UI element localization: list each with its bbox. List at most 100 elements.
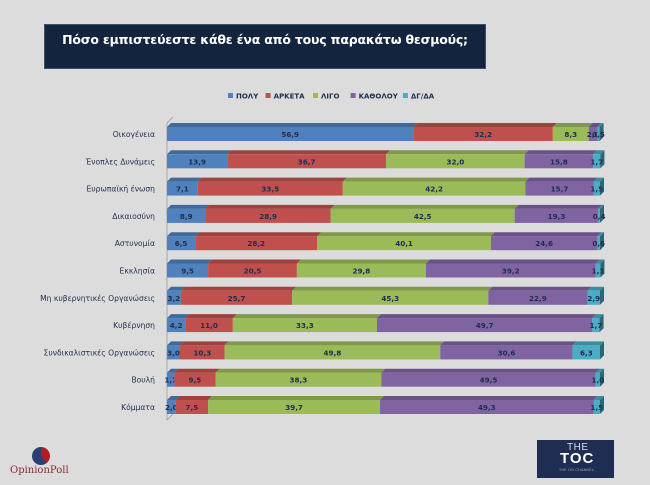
bar-segment: 4,2 xyxy=(167,314,190,333)
data-label: 45,3 xyxy=(381,294,399,303)
bar-segment-top xyxy=(593,150,605,155)
data-label: 1,0 xyxy=(591,376,604,385)
data-label: 0,6 xyxy=(592,239,605,248)
bar-segment-top xyxy=(592,314,604,319)
bar-segment-front xyxy=(597,236,600,251)
bar-segment-top xyxy=(208,396,385,400)
bar-segment: 22,9 xyxy=(488,286,592,305)
bar-segment-top xyxy=(167,286,185,291)
bar-segment-front xyxy=(317,236,491,251)
bar-segment: 24,6 xyxy=(490,232,602,251)
bar-segment: 1,7 xyxy=(590,150,605,169)
category-label: Εκκλησία xyxy=(120,267,155,276)
bar-segment: 15,7 xyxy=(525,177,598,196)
bar-segment-top xyxy=(167,177,202,182)
bar-segment-side xyxy=(599,314,604,333)
data-label: 8,9 xyxy=(180,212,193,221)
bar-segment-top xyxy=(167,232,200,237)
bar-row: 1,7 9,5 38,3 49,5 1,0 xyxy=(164,368,604,387)
the-toc-logo-subtitle: THE ON CHANNEL xyxy=(559,468,595,472)
bar-segment: 33,5 xyxy=(197,177,347,196)
opinion-poll-logo: OpinionPoll xyxy=(10,447,70,483)
bar-segment-side xyxy=(600,341,604,360)
bar-segment-top xyxy=(317,232,495,237)
bar-row: 7,1 33,5 42,2 15,7 1,5 xyxy=(167,177,604,196)
category-labels: Οικογένεια Ένοπλες Δυνάμεις Ευρωπαϊκή ένωσ… xyxy=(40,130,155,412)
bar-segment: 36,7 xyxy=(227,150,391,169)
bar-row: 2,0 7,5 39,7 49,3 1,5 xyxy=(165,396,604,414)
bar-segment-front xyxy=(167,372,175,387)
bar-row: 9,5 20,5 29,8 39,2 1,1 xyxy=(167,259,605,278)
data-label: 28,9 xyxy=(259,212,277,221)
bar-segment: 15,8 xyxy=(524,150,598,169)
bar-segment-top xyxy=(488,286,592,291)
bar-segment: 1,5 xyxy=(590,177,604,196)
category-label: Συνδικαλιστικές Οργανώσεις xyxy=(44,348,155,357)
bar-segment: 28,9 xyxy=(205,204,335,223)
bar-segment-front xyxy=(514,208,599,223)
bar-segment: 2,0 xyxy=(165,396,180,414)
legend-swatch xyxy=(313,93,318,98)
bar-segment-front xyxy=(167,263,209,278)
the-toc-logo-toc: TOC xyxy=(560,450,595,467)
bar-segment-front xyxy=(488,290,588,305)
category-label: Κυβέρνηση xyxy=(113,321,155,330)
bar-segment-front xyxy=(296,263,426,278)
bar-row: 4,2 11,0 33,3 49,7 1,7 xyxy=(167,314,604,333)
bar-segment-top xyxy=(593,177,604,182)
bar-segment-front xyxy=(167,154,228,169)
bar-segment-front xyxy=(167,345,180,360)
bar-segment-top xyxy=(227,150,391,155)
bar-segment-top xyxy=(179,341,229,346)
data-label: 0,4 xyxy=(593,212,606,221)
data-label: 49,3 xyxy=(478,403,496,412)
bar-segment-front xyxy=(597,127,600,141)
bar-segment-top xyxy=(174,368,220,373)
bar-segment-front xyxy=(330,208,515,223)
bar-segment-front xyxy=(552,127,589,141)
data-label: 30,6 xyxy=(498,348,516,357)
bar-segment-top xyxy=(597,232,604,237)
data-label: 49,7 xyxy=(476,321,494,330)
data-label: 0,5 xyxy=(592,130,605,139)
bar-segment-front xyxy=(292,290,489,305)
bar-segment-side xyxy=(600,259,605,278)
bar-segment-top xyxy=(572,341,604,346)
bar-segment-top xyxy=(205,204,335,209)
data-label: 36,7 xyxy=(298,157,316,166)
data-label: 2,9 xyxy=(587,294,600,303)
bar-segment-top xyxy=(490,232,602,237)
bar-segment: 42,5 xyxy=(330,204,519,223)
bar-row: 6,5 28,2 40,1 24,6 0,6 xyxy=(167,232,605,251)
bar-segment-front xyxy=(593,154,601,169)
bar-segment-top xyxy=(514,204,603,209)
bar-segment: 7,5 xyxy=(175,396,213,414)
legend: ΠΟΛΥ ΑΡΚΕΤΑ ΛΙΓΟ ΚΑΘΟΛΟΥ ΔΓ/ΔΑ xyxy=(228,93,435,101)
bar-segment-front xyxy=(593,400,600,414)
bar-segment-top xyxy=(588,123,602,127)
bar-segment-front xyxy=(593,181,600,196)
bar-segment-front xyxy=(598,208,600,223)
data-label: 10,3 xyxy=(193,348,211,357)
bar-segment-top xyxy=(330,204,519,209)
bar-segment-front xyxy=(208,263,297,278)
bar-segment-top xyxy=(185,314,237,319)
data-label: 38,3 xyxy=(290,376,308,385)
bar-segment-top xyxy=(167,150,232,155)
bar-segment-front xyxy=(167,127,414,141)
bar-segment-front xyxy=(167,208,206,223)
bar-segment: 49,5 xyxy=(381,368,600,387)
bar-segment-front xyxy=(232,318,378,333)
bar-row: 3,0 10,3 49,8 30,6 6,3 xyxy=(167,341,604,360)
bar-segment-top xyxy=(525,177,598,182)
bar-segment-front xyxy=(179,345,225,360)
legend-item-4: ΔΓ/ΔΑ xyxy=(402,93,435,101)
bar-segment-side xyxy=(599,123,604,141)
bar-segment-front xyxy=(413,127,553,141)
bar-segment-front xyxy=(525,181,594,196)
bar-segment-top xyxy=(381,368,600,373)
bar-segment: 28,2 xyxy=(195,232,322,251)
bar-segment-side xyxy=(600,232,604,251)
bar-segment: 19,3 xyxy=(514,204,603,223)
bar-segment-top xyxy=(208,259,301,264)
